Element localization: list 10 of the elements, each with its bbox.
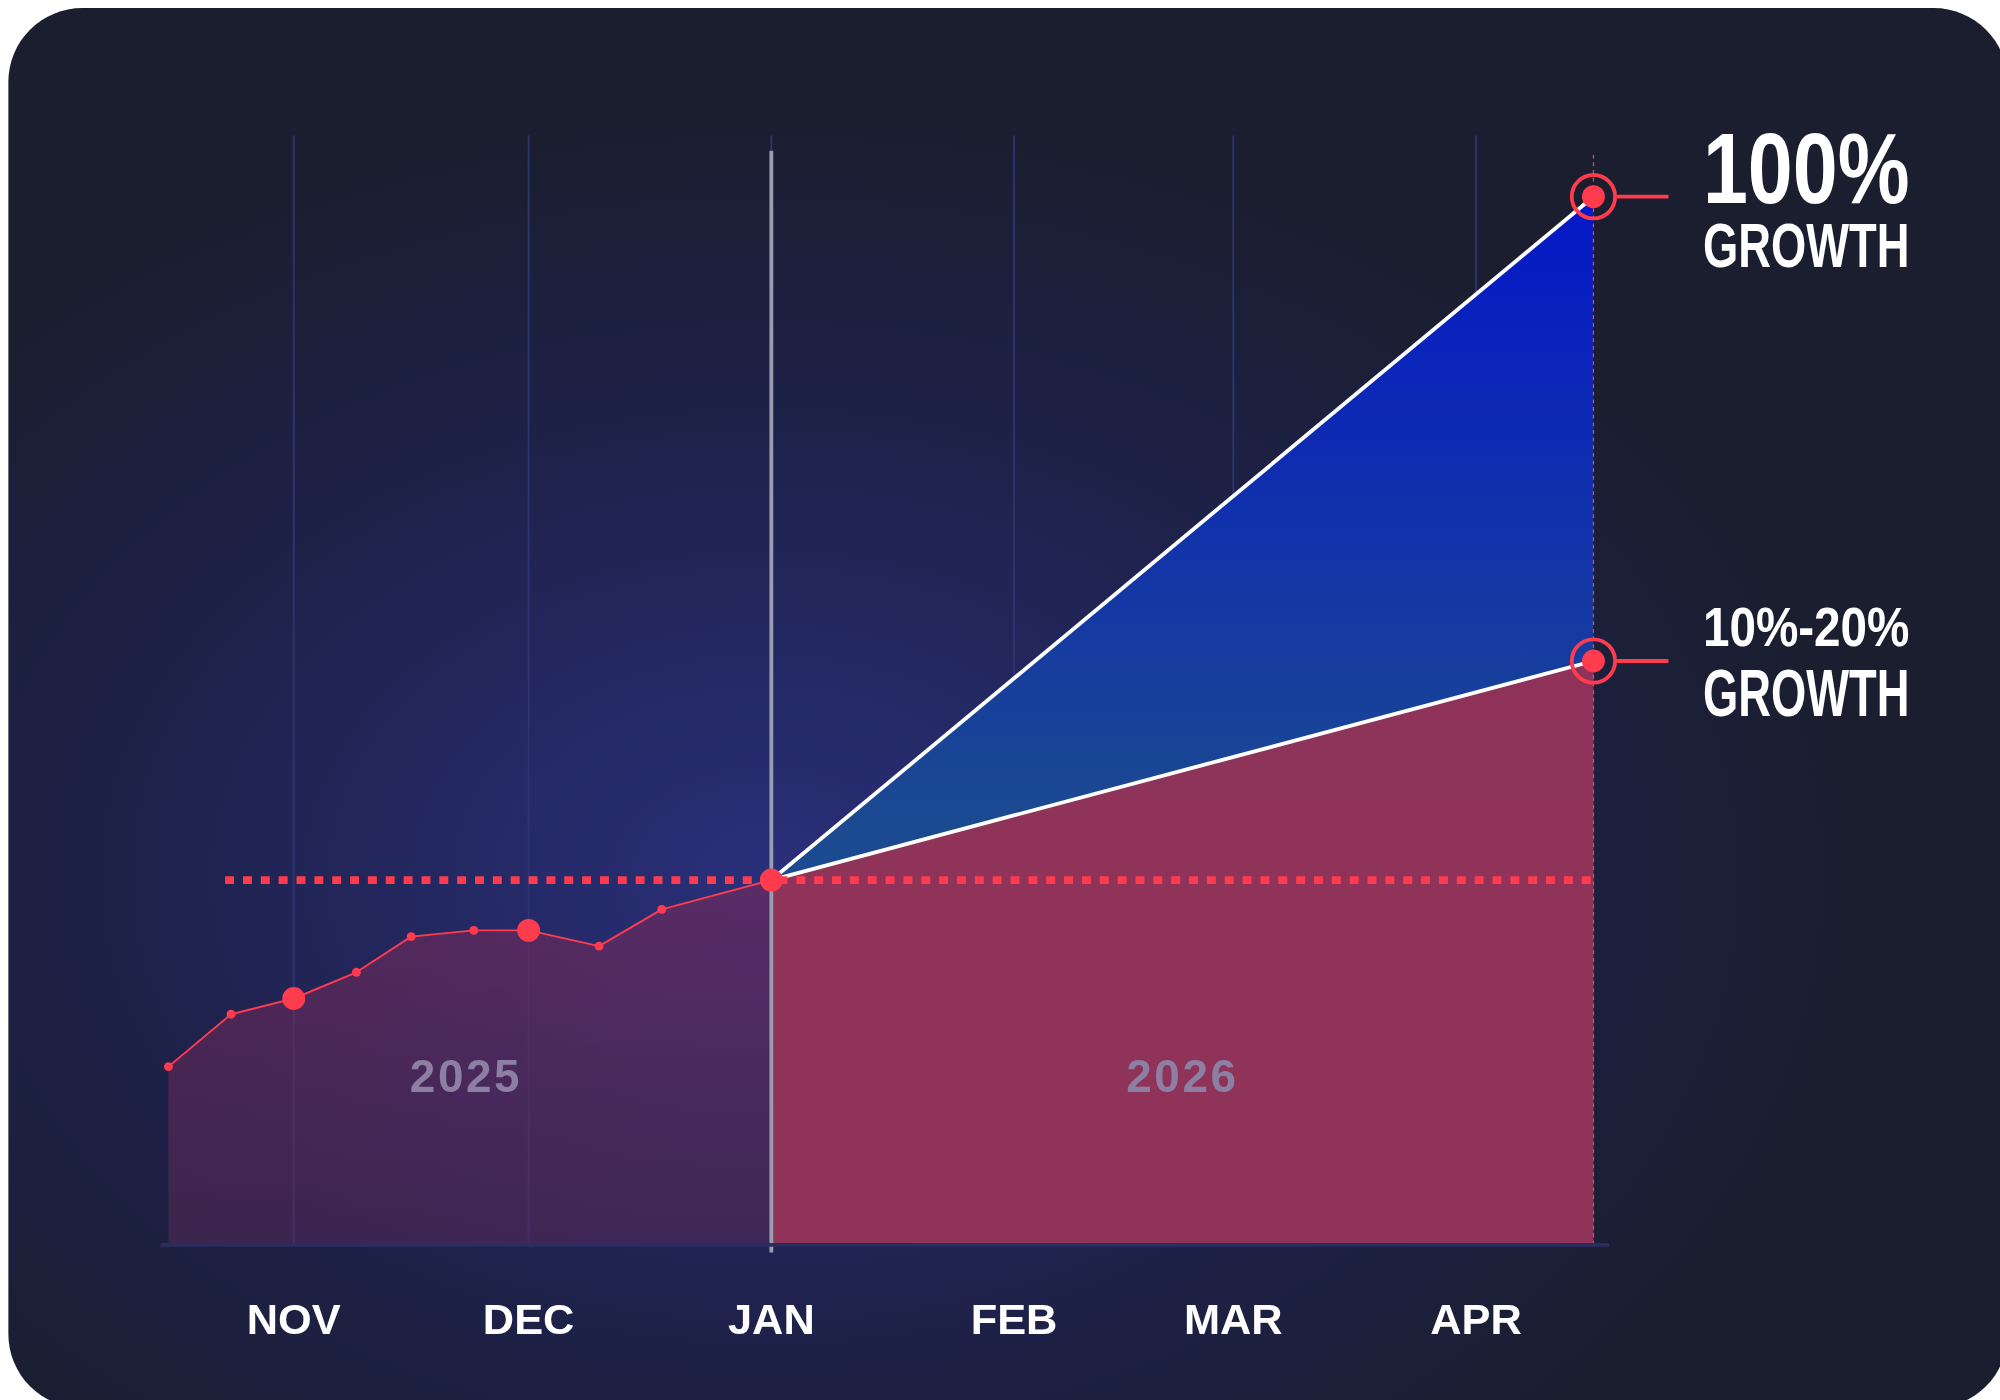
x-tick-label: NOV [246, 1295, 341, 1344]
x-tick-label: DEC [482, 1295, 575, 1344]
annotation: 2026 [1126, 1049, 1239, 1102]
annotation: 2025 [409, 1049, 523, 1102]
x-tick-label: FEB [970, 1295, 1058, 1344]
x-tick-label: MAR [1183, 1295, 1283, 1344]
x-tick-label: APR [1430, 1295, 1522, 1344]
x-tick-label: JAN [727, 1295, 815, 1344]
annotation: 100% GROWTH [1702, 113, 1994, 281]
annotation: 10%-20% GROWTH [1702, 594, 2000, 730]
